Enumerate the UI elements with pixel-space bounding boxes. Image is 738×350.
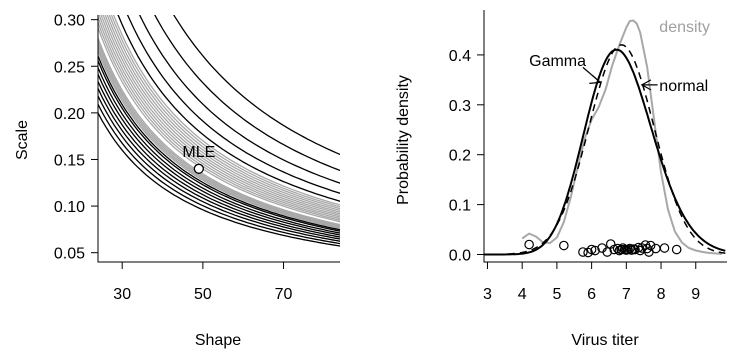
observation-point <box>671 244 682 255</box>
contour-line-20 <box>98 79 340 238</box>
x-axis-ticks: 30 50 70 <box>113 262 293 303</box>
y-tick-label: 0.3 <box>449 98 471 115</box>
normal-arrow-head <box>640 79 652 91</box>
y-tick-label: 0.15 <box>54 152 85 169</box>
contour-line-25 <box>117 15 340 202</box>
observation-point <box>623 244 633 255</box>
contour-line-3 <box>98 39 340 227</box>
observation-point <box>645 240 656 251</box>
observation-point <box>659 243 670 253</box>
x-tick-label: 30 <box>113 286 131 303</box>
y-axis-label: Probability density <box>395 75 412 205</box>
x-tick-label: 6 <box>587 286 596 303</box>
contour-line-26 <box>126 15 340 194</box>
observation-point <box>637 243 647 253</box>
series-gamma-line <box>484 48 726 256</box>
contour-line-12 <box>106 15 340 211</box>
normal-label: normal <box>659 78 708 95</box>
gamma-arrow-head <box>589 74 602 84</box>
y-tick-label: 0.25 <box>54 59 85 76</box>
observation-point <box>559 240 569 251</box>
observation-point <box>590 245 600 256</box>
observation-point <box>602 247 613 257</box>
x-tick-label: 5 <box>552 286 561 303</box>
x-axis-label: Shape <box>195 332 241 349</box>
curve-annotations: Gamma normal density <box>529 19 710 95</box>
contour-line-14 <box>110 15 340 208</box>
x-axis-ticks: 3 4 5 6 7 8 9 <box>483 262 700 303</box>
y-tick-label: 0.20 <box>54 106 85 123</box>
observation-point <box>578 247 588 257</box>
y-tick-label: 0.30 <box>54 13 85 30</box>
x-axis-label: Virus titer <box>571 332 639 349</box>
series-density-line <box>521 19 722 255</box>
contour-line-0 <box>98 49 340 230</box>
contour-line-27 <box>138 15 340 184</box>
contour-line-5 <box>98 25 340 223</box>
contour-line-8 <box>98 15 340 218</box>
x-tick-label: 3 <box>483 286 492 303</box>
x-tick-label: 50 <box>194 286 212 303</box>
density-label: density <box>659 19 710 36</box>
y-tick-label: 0.10 <box>54 199 85 216</box>
density-curves <box>484 19 726 256</box>
contour-line-4 <box>98 36 340 226</box>
contour-line-21 <box>98 72 340 236</box>
contour-line-6 <box>98 20 340 221</box>
y-tick-label: 0.4 <box>449 48 471 65</box>
contour-line-18 <box>98 94 340 242</box>
mle-point-group: MLE <box>182 144 215 174</box>
contour-axes <box>97 15 340 263</box>
x-tick-label: 9 <box>691 286 700 303</box>
contour-line-16 <box>98 111 340 247</box>
contour-line-13 <box>108 15 340 210</box>
contour-line-23 <box>98 58 340 232</box>
contour-line-9 <box>100 15 340 217</box>
contour-line-24 <box>98 54 340 231</box>
series-normal-line <box>484 44 726 256</box>
y-tick-label: 0.2 <box>449 148 471 165</box>
contour-line-7 <box>98 15 340 220</box>
contour-line-17 <box>98 102 340 245</box>
y-tick-label: 0.05 <box>54 246 85 263</box>
x-tick-label: 70 <box>275 286 293 303</box>
mle-point <box>193 163 204 174</box>
contour-line-2 <box>98 42 340 228</box>
contour-line-28 <box>154 15 340 172</box>
x-tick-label: 7 <box>622 286 631 303</box>
y-tick-label: 0.0 <box>449 248 471 265</box>
y-axis-label: Scale <box>14 120 31 160</box>
x-tick-label: 8 <box>657 286 666 303</box>
gamma-label: Gamma <box>529 53 586 70</box>
observation-point <box>524 239 534 250</box>
x-tick-label: 4 <box>518 286 527 303</box>
contour-panel: MLE 30 50 70 0.05 0.10 0.15 0.20 0.25 0.30 Shap… <box>14 13 340 349</box>
contour-lines <box>98 15 340 247</box>
contour-line-22 <box>98 66 340 234</box>
observation-point <box>583 247 593 258</box>
contour-line-15 <box>112 15 340 206</box>
contour-line-10 <box>102 15 340 215</box>
contour-line-29 <box>173 15 340 156</box>
y-axis-ticks: 0.0 0.1 0.2 0.3 0.4 <box>449 48 484 265</box>
density-axes <box>483 10 727 263</box>
y-tick-label: 0.1 <box>449 198 471 215</box>
contour-line-11 <box>104 15 340 213</box>
contour-line-19 <box>98 86 340 240</box>
contour-line-1 <box>98 46 340 229</box>
y-axis-ticks: 0.05 0.10 0.15 0.20 0.25 0.30 <box>54 13 98 263</box>
observations <box>524 239 682 258</box>
mle-label: MLE <box>182 144 215 161</box>
